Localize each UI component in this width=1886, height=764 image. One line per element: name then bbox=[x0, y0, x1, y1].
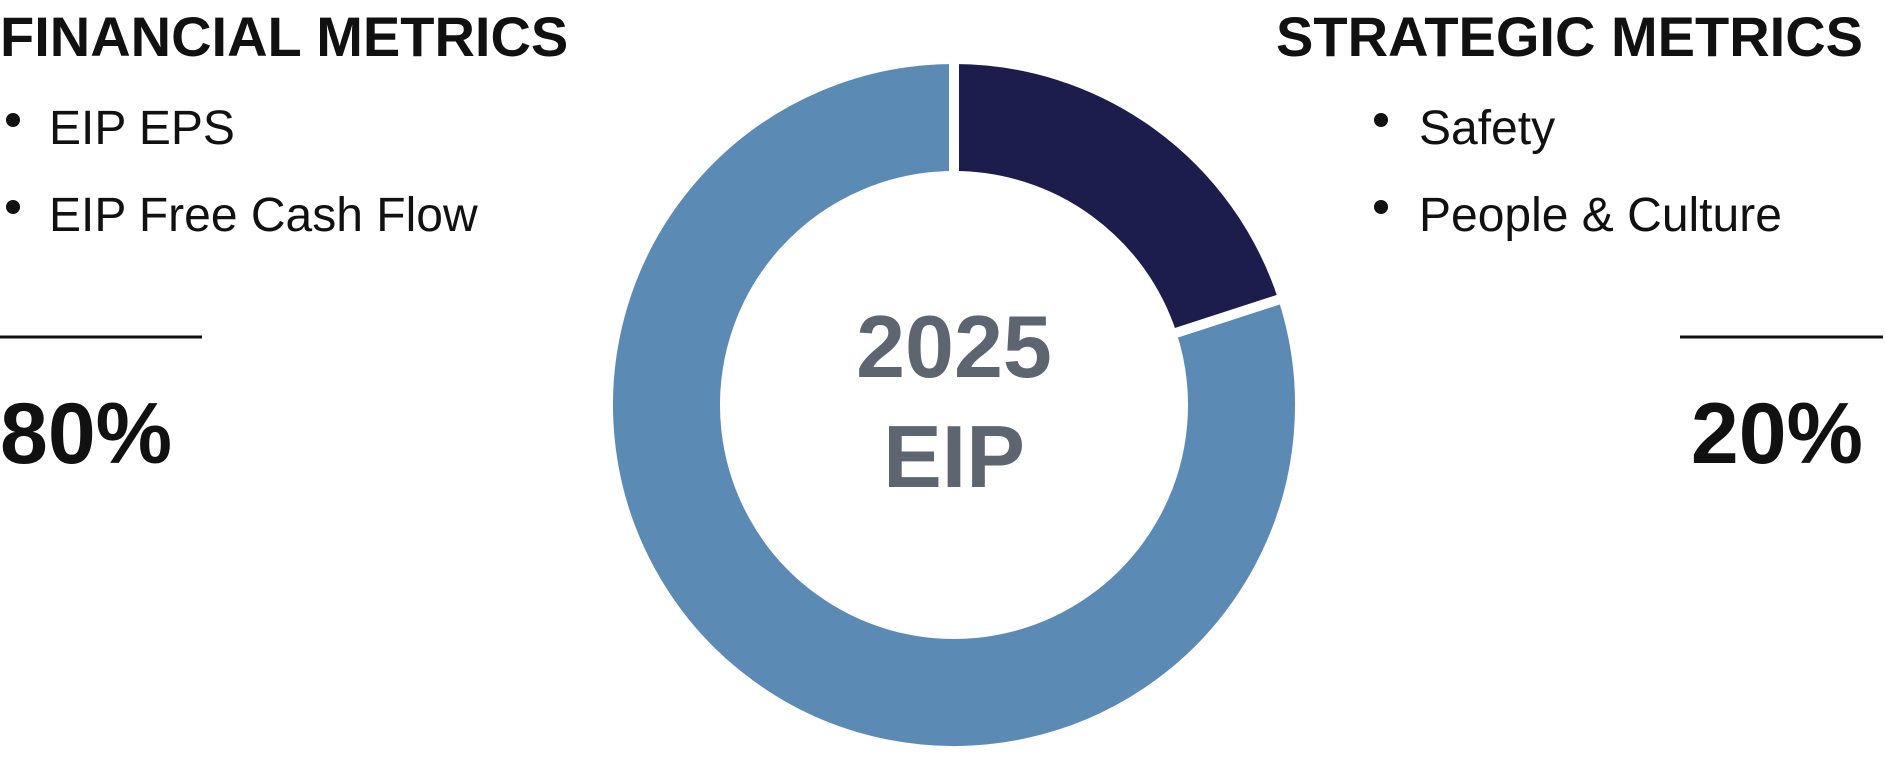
bullet bbox=[6, 200, 20, 214]
value-label: 80% bbox=[0, 386, 172, 482]
donut-slice bbox=[603, 53, 1306, 756]
bullet bbox=[1374, 200, 1388, 214]
center-label: EIP bbox=[883, 407, 1025, 506]
value-label: 20% bbox=[1691, 386, 1863, 482]
category-heading: FINANCIAL METRICS bbox=[0, 5, 568, 68]
category-heading: STRATEGIC METRICS bbox=[1276, 5, 1863, 68]
bullet bbox=[1374, 113, 1388, 127]
metric-item: People & Culture bbox=[1419, 189, 1782, 242]
metric-item: EIP EPS bbox=[49, 102, 235, 155]
donut-slice bbox=[949, 53, 1290, 341]
bullet bbox=[6, 113, 20, 127]
metric-item: Safety bbox=[1419, 102, 1555, 155]
metric-item: EIP Free Cash Flow bbox=[49, 189, 478, 242]
center-label: 2025 bbox=[856, 297, 1052, 396]
